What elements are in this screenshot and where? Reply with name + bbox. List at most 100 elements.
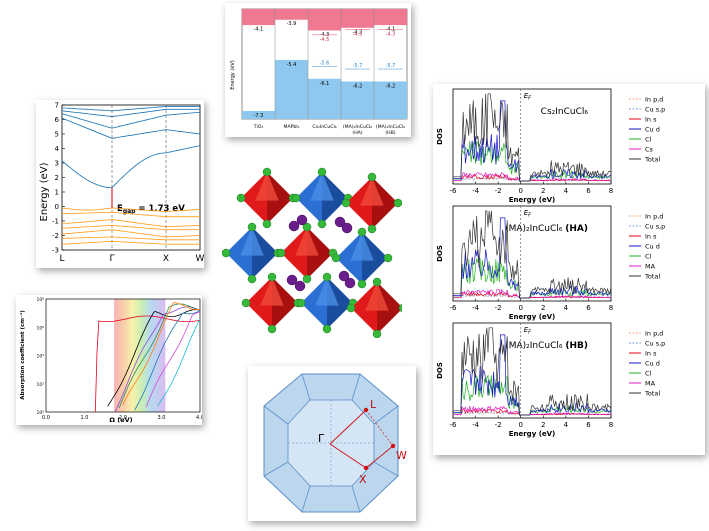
dos-frame [452,322,612,419]
octahedron-face [240,227,264,256]
high-symmetry-point [363,465,369,471]
band-line [61,236,200,241]
dos-xlabel: Energy (eV) [509,313,556,321]
x-tick-label: 0 [518,187,522,195]
vbm2-value: -5.7 [353,63,363,69]
conduction-band-block [374,9,407,26]
legend-label: In p,d [645,96,663,104]
x-tick-label: -2 [495,304,502,312]
chlorine-atom [383,253,393,263]
x-tick-label: -4 [472,421,480,429]
octahedron-face [260,277,284,306]
material-label: (MA)₂InCuCl₆ [343,124,372,130]
octahedron-face [246,277,272,329]
y-tick-label: 7 [55,102,59,110]
octahedron-face [377,282,402,334]
chlorine-atom [267,272,277,282]
dos-panel-title: (MA)₂InCuCl₆ (HA) [505,224,588,234]
cbm-value: -4.1 [254,27,264,33]
y-tick-label: 4 [55,145,60,153]
dos-series-line [453,327,612,416]
legend-label: Cu d [645,360,660,368]
dos-frame [452,205,612,302]
legend-label: MA [645,380,656,388]
legend-label: Total [644,390,660,398]
y-tick-label: 10⁶ [36,325,44,331]
octahedron-face [365,282,389,311]
dos-panel-title: Cs₂InCuCl₆ [541,107,589,117]
legend-label: Cu d [645,126,660,134]
material-sublabel: (HA) [352,130,362,136]
octahedron-face [301,277,327,329]
chlorine-atom [393,198,402,208]
vbm2-value: -5.7 [386,63,396,69]
cbm2-value: -4.3 [386,31,396,37]
band-line [61,219,200,228]
chlorine-atom [372,329,382,338]
chlorine-atom [302,222,312,232]
high-symmetry-point [390,443,396,449]
x-tick-label: 4.0 [196,415,202,421]
dos-series-line [453,173,612,182]
octahedron-face [310,172,334,201]
absorption-series-line [145,311,201,408]
band-line [61,207,201,213]
dos-panel-title: (MA)₂InCuCl₆ (HB) [505,341,588,351]
kpoint-label: X [163,254,169,264]
dos-xlabel: Energy (eV) [509,430,556,438]
octahedron-face [226,227,252,279]
chlorine-atom [322,272,332,282]
bz-path-line [365,409,394,447]
dos-charts: EF Cs₂InCuCl₆ DOS -6 -4 -2 0 2 4 6 8 Energy (eV) In … [436,88,665,438]
legend-label: In s [645,350,657,358]
bz-edge [373,405,399,425]
cation-atom [344,277,356,289]
chlorine-atom [247,274,257,284]
band-line [61,117,201,140]
octahedron-face [255,172,279,201]
bz-edge [351,373,361,401]
chlorine-atom [367,172,377,182]
x-tick-label: 4 [564,304,569,312]
chlorine-atom [317,219,327,229]
chlorine-atom [262,219,272,229]
x-tick-label: 6 [586,421,591,429]
y-tick-label: 10⁸ [36,297,44,303]
chlorine-atom [346,303,356,313]
x-tick-label: -4 [472,187,480,195]
octahedron-face [360,177,384,206]
band-structure-panel: Energy (eV) Egap = 1.73 eV 7 6 5 4 3 2 1 0 -1 -2 -… [36,100,204,268]
band-structure-chart: Energy (eV) Egap = 1.73 eV 7 6 5 4 3 2 1 0 -1 -2 -… [39,102,204,265]
x-tick-label: 4 [564,421,569,429]
cation-atom [338,270,350,282]
x-tick-label: 0 [518,421,522,429]
brillouin-zone-panel: L Γ W X [248,366,416,521]
absorption-series-line [94,315,201,413]
x-tick-label: 6 [586,187,591,195]
band-line [61,240,200,245]
gap-label: Egap = 1.73 eV [117,204,185,215]
octahedron-face [272,277,298,329]
octahedron-face [351,282,377,334]
chlorine-atom [276,248,286,258]
octahedron-face [327,277,353,329]
cation-atom [286,274,298,286]
y-tick-label: 10⁰ [36,410,44,416]
fermi-level-label: EF [524,326,531,336]
valence-band-block [242,110,275,119]
bz-edge [351,485,361,513]
vbm-value: -6.1 [320,81,330,87]
octahedron-face [307,227,333,279]
chlorine-atom [317,167,327,177]
dos-frame [452,88,612,185]
cbm-value: -3.9 [287,21,297,27]
x-tick-label: 0.0 [42,415,50,421]
legend-label: Cu s,p [645,106,665,114]
x-tick-label: 2.0 [119,415,127,421]
dos-series-line [453,93,612,182]
dos-ylabel: DOS [436,245,444,262]
y-tick-label: 10⁴ [36,354,44,360]
legend-label: Cu s,p [645,223,665,231]
band-line [61,111,201,129]
vbm2-value: -5.6 [320,60,330,66]
